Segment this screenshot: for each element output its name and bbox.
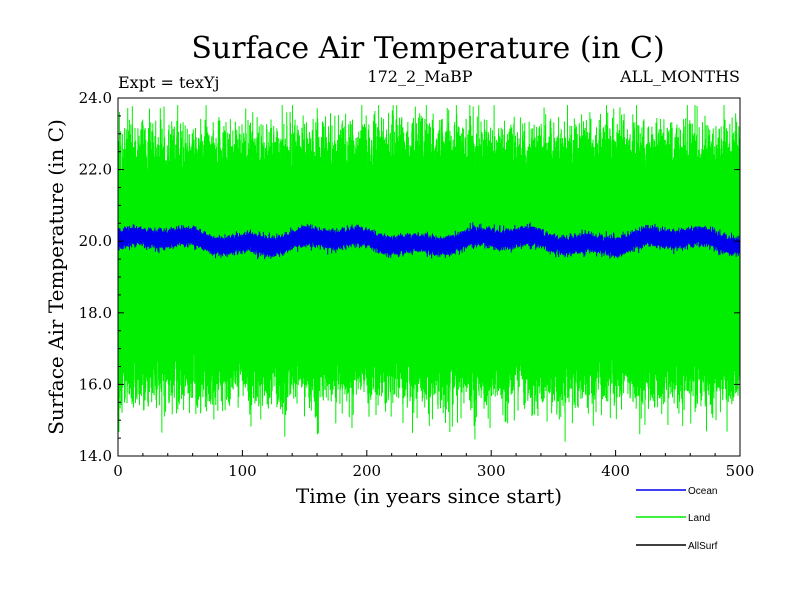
plot-series: [117, 105, 741, 442]
x-tick-label: 200: [352, 462, 381, 480]
y-tick-label: 14.0: [79, 447, 112, 465]
x-tick-label: 300: [477, 462, 506, 480]
x-tick-label: 400: [601, 462, 630, 480]
legend: Ocean Land AllSurf: [636, 486, 718, 552]
y-tick-label: 18.0: [79, 304, 112, 322]
x-axis: 0 100 200 300 400 500: [113, 450, 754, 480]
y-axis: 14.0 16.0 18.0 20.0 22.0 24.0: [79, 89, 740, 465]
subtitle-center: 172_2_MaBP: [367, 67, 472, 86]
legend-label-land: Land: [688, 513, 710, 524]
y-tick-label: 20.0: [79, 232, 112, 250]
x-tick-label: 0: [113, 462, 123, 480]
legend-label-ocean: Ocean: [688, 486, 717, 497]
y-axis-label: Surface Air Temperature (in C): [44, 119, 68, 435]
chart-title: Surface Air Temperature (in C): [191, 31, 664, 66]
y-tick-label: 24.0: [79, 89, 112, 107]
experiment-label: Expt = texYj: [118, 73, 219, 92]
x-tick-label: 500: [726, 462, 755, 480]
series-land: [117, 105, 741, 442]
y-tick-label: 22.0: [79, 161, 112, 179]
y-tick-label: 16.0: [79, 375, 112, 393]
x-axis-label: Time (in years since start): [296, 484, 562, 508]
series-ocean: [117, 222, 741, 260]
subtitle-right: ALL_MONTHS: [619, 67, 740, 86]
x-tick-label: 100: [228, 462, 257, 480]
legend-label-allsurf: AllSurf: [688, 541, 718, 552]
